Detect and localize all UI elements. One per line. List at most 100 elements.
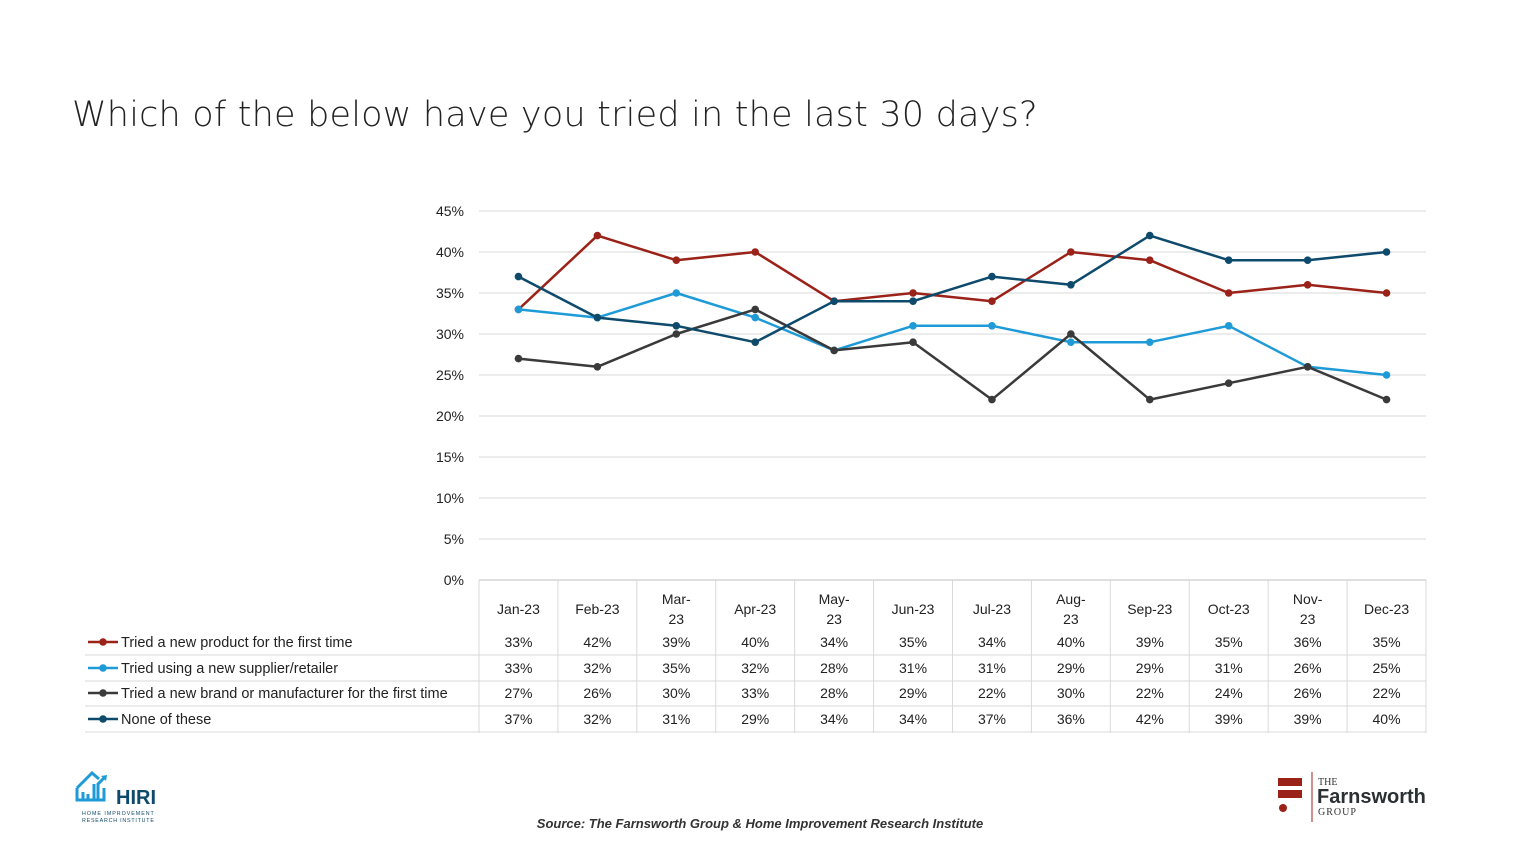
x-tick-label: 23 xyxy=(1063,611,1079,627)
data-point xyxy=(514,305,523,314)
table-cell: 33% xyxy=(504,634,532,650)
svg-text:RESEARCH INSTITUTE: RESEARCH INSTITUTE xyxy=(82,818,155,824)
data-point xyxy=(1303,281,1312,289)
table-cell: 40% xyxy=(1057,634,1085,650)
table-cell: 40% xyxy=(741,634,769,650)
table-cell: 39% xyxy=(1294,711,1322,727)
page-title: Which of the below have you tried in the… xyxy=(72,95,1038,135)
table-cell: 30% xyxy=(662,685,690,701)
data-point xyxy=(593,363,602,371)
series-line xyxy=(518,308,1388,401)
x-tick-label: Dec-23 xyxy=(1364,601,1409,617)
table-cell: 29% xyxy=(741,711,769,727)
x-tick-label: 23 xyxy=(1300,611,1316,627)
svg-text:Farnsworth: Farnsworth xyxy=(1317,786,1426,808)
data-point xyxy=(1382,248,1391,256)
data-point xyxy=(514,354,523,363)
table-cell: 35% xyxy=(899,634,927,650)
data-point xyxy=(988,297,996,306)
x-tick-label: May- xyxy=(819,591,850,607)
data-point xyxy=(830,297,838,306)
legend-key-marker xyxy=(99,638,107,646)
table-cell: 22% xyxy=(978,685,1006,701)
svg-text:GROUP: GROUP xyxy=(1318,807,1357,818)
legend-key-marker xyxy=(99,715,107,723)
data-point xyxy=(751,338,760,347)
data-point xyxy=(1303,256,1312,265)
table-cell: 32% xyxy=(583,660,611,676)
table-cell: 40% xyxy=(1373,711,1401,727)
table-cell: 26% xyxy=(1294,660,1322,676)
table-cell: 25% xyxy=(1373,660,1401,676)
table-cell: 42% xyxy=(583,634,611,650)
data-point xyxy=(1224,289,1233,297)
y-tick-label: 20% xyxy=(436,408,464,424)
legend-key-marker xyxy=(99,689,107,697)
table-cell: 42% xyxy=(1136,711,1164,727)
data-point xyxy=(909,297,917,306)
y-tick-label: 35% xyxy=(436,285,464,301)
data-point xyxy=(1145,256,1154,265)
table-cell: 22% xyxy=(1373,685,1401,701)
table-cell: 29% xyxy=(899,685,927,701)
table-cell: 29% xyxy=(1057,660,1085,676)
x-tick-label: 23 xyxy=(669,611,685,627)
legend-label: Tried a new brand or manufacturer for th… xyxy=(121,686,448,702)
y-tick-label: 15% xyxy=(436,449,464,465)
table-cell: 30% xyxy=(1057,685,1085,701)
series-line xyxy=(518,291,1387,377)
data-point xyxy=(593,313,602,322)
legend-label: None of these xyxy=(121,712,211,728)
hiri-logo: HIRI HOME IMPROVEMENT RESEARCH INSTITUTE xyxy=(75,770,156,824)
data-point xyxy=(593,231,602,240)
x-tick-label: Oct-23 xyxy=(1208,601,1250,617)
table-cell: 36% xyxy=(1057,711,1085,727)
legend-label: Tried using a new supplier/retailer xyxy=(121,661,338,677)
table-cell: 34% xyxy=(820,634,848,650)
table-cell: 34% xyxy=(820,711,848,727)
table-cell: 31% xyxy=(1215,660,1243,676)
svg-text:HIRI: HIRI xyxy=(116,787,156,809)
x-tick-label: Jan-23 xyxy=(497,601,540,617)
data-point xyxy=(1382,395,1391,404)
data-point xyxy=(751,313,760,322)
table-cell: 33% xyxy=(504,660,532,676)
source-note: Source: The Farnsworth Group & Home Impr… xyxy=(536,816,984,831)
table-cell: 39% xyxy=(662,634,690,650)
data-point xyxy=(1067,248,1075,256)
data-point xyxy=(830,346,838,355)
y-tick-label: 45% xyxy=(436,203,464,219)
table-cell: 33% xyxy=(741,685,769,701)
data-point xyxy=(1382,371,1391,379)
y-tick-label: 5% xyxy=(444,531,464,547)
y-tick-label: 25% xyxy=(436,367,464,383)
table-cell: 26% xyxy=(1294,685,1322,701)
data-point xyxy=(988,272,996,281)
x-tick-label: 23 xyxy=(826,611,842,627)
data-point xyxy=(1224,379,1233,388)
table-cell: 22% xyxy=(1136,685,1164,701)
x-tick-label: Mar- xyxy=(662,591,691,607)
table-cell: 24% xyxy=(1215,685,1243,701)
table-cell: 31% xyxy=(978,660,1006,676)
data-point xyxy=(751,248,760,256)
table-cell: 34% xyxy=(978,634,1006,650)
data-point xyxy=(909,289,917,297)
x-tick-label: Feb-23 xyxy=(575,601,620,617)
table-cell: 29% xyxy=(1136,660,1164,676)
farnsworth-logo: THE Farnsworth GROUP xyxy=(1278,772,1426,822)
data-point xyxy=(1145,231,1154,240)
table-cell: 26% xyxy=(583,685,611,701)
data-point xyxy=(1067,338,1075,347)
data-point xyxy=(1224,322,1233,330)
data-point xyxy=(1067,281,1075,289)
table-cell: 31% xyxy=(662,711,690,727)
data-point xyxy=(1145,395,1154,404)
table-cell: 36% xyxy=(1294,634,1322,650)
data-point xyxy=(672,289,681,297)
svg-text:THE: THE xyxy=(1318,777,1337,788)
x-tick-label: Nov- xyxy=(1293,591,1323,607)
data-point xyxy=(909,338,917,347)
table-cell: 34% xyxy=(899,711,927,727)
